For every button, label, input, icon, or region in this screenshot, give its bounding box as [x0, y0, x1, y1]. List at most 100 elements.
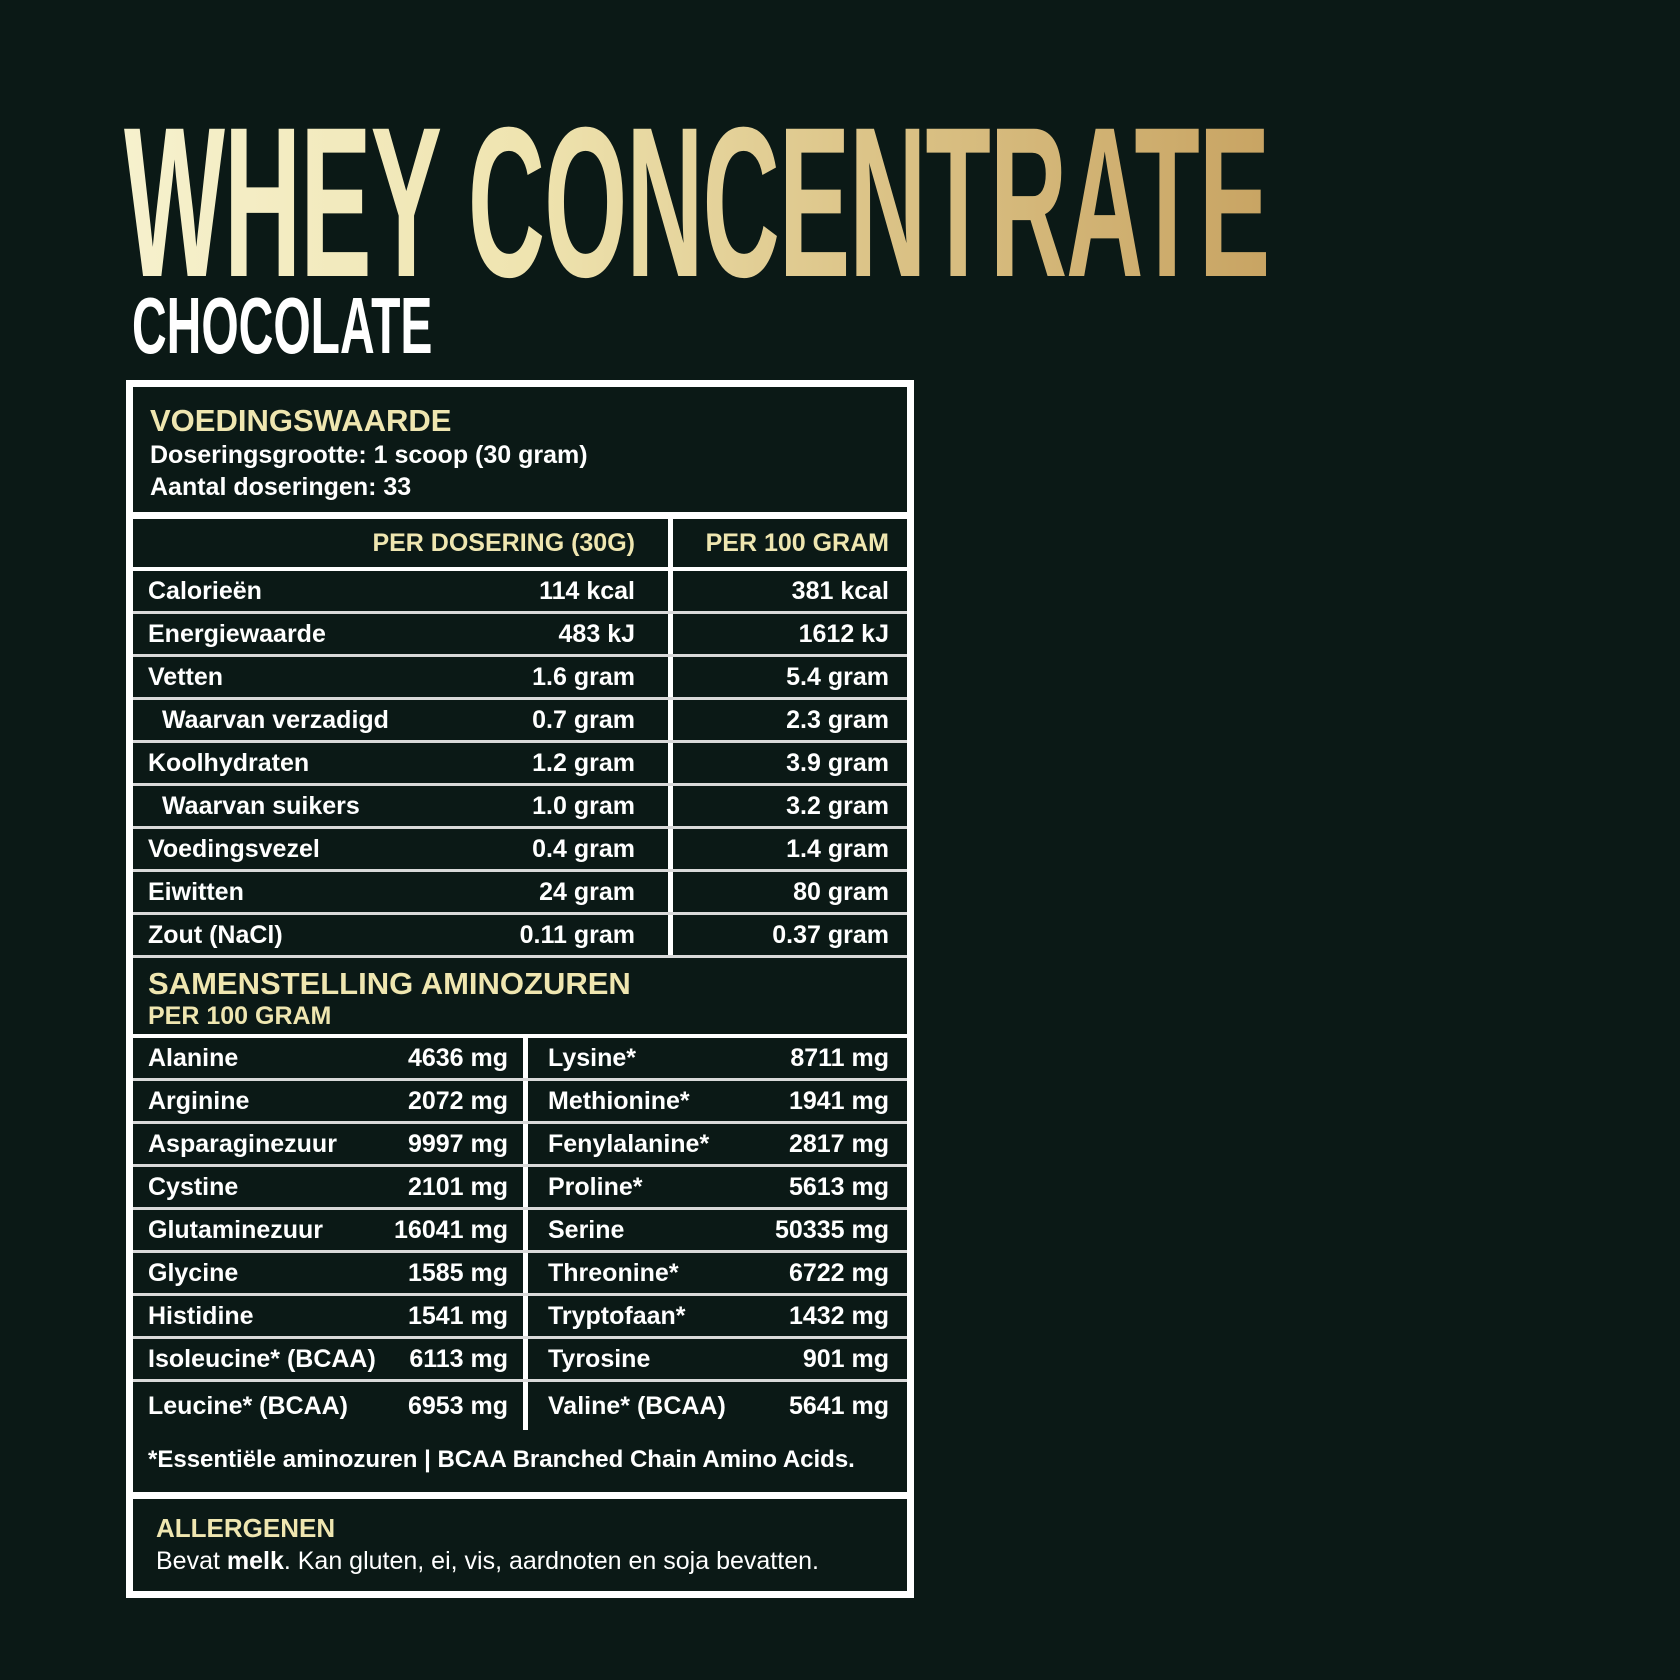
nutrient-per-100g: 0.37 gram — [772, 920, 889, 949]
amino-row: Alanine 4636 mg Lysine* 8711 mg — [133, 1038, 907, 1081]
allergens-heading: ALLERGENEN — [156, 1513, 336, 1543]
nutrition-label: VOEDINGSWAARDE Doseringsgrootte: 1 scoop… — [126, 380, 914, 1598]
amino-value: 5613 mg — [788, 1172, 889, 1201]
amino-name: Cystine — [148, 1172, 239, 1201]
column-per-100g: PER 100 GRAM — [705, 528, 889, 557]
nutrient-per-100g: 1612 kJ — [798, 619, 889, 648]
column-per-serving: PER DOSERING (30G) — [372, 528, 635, 557]
amino-value: 2101 mg — [407, 1172, 508, 1201]
nutrient-per-serving: 1.0 gram — [532, 791, 635, 820]
amino-value: 4636 mg — [407, 1043, 508, 1072]
amino-row: Arginine 2072 mg Methionine* 1941 mg — [133, 1081, 907, 1124]
amino-value: 1432 mg — [788, 1301, 889, 1330]
nutrient-label: Waarvan verzadigd — [162, 705, 389, 734]
amino-row: Cystine 2101 mg Proline* 5613 mg — [133, 1167, 907, 1210]
amino-value: 6113 mg — [409, 1344, 508, 1373]
amino-name: Proline* — [548, 1172, 643, 1201]
amino-row: Histidine 1541 mg Tryptofaan* 1432 mg — [133, 1296, 907, 1339]
nutrient-per-100g: 80 gram — [793, 877, 889, 906]
amino-value: 1585 mg — [407, 1258, 508, 1287]
nutrition-row: Zout (NaCl) 0.11 gram 0.37 gram — [133, 915, 907, 958]
amino-value: 6722 mg — [788, 1258, 889, 1287]
nutrition-row: Calorieën 114 kcal 381 kcal — [133, 571, 907, 614]
amino-value: 5641 mg — [788, 1391, 889, 1420]
nutrient-per-100g: 381 kcal — [791, 576, 889, 605]
amino-value: 9997 mg — [407, 1129, 508, 1158]
nutrient-per-serving: 1.2 gram — [532, 748, 635, 777]
nutrition-heading: VOEDINGSWAARDE — [150, 403, 452, 438]
amino-subheading: PER 100 GRAM — [148, 1002, 332, 1030]
nutrient-label: Waarvan suikers — [162, 791, 360, 820]
nutrient-per-100g: 3.9 gram — [786, 748, 889, 777]
nutrient-per-100g: 2.3 gram — [786, 705, 889, 734]
amino-value: 1541 mg — [407, 1301, 508, 1330]
amino-value: 1941 mg — [788, 1086, 889, 1115]
amino-name: Methionine* — [548, 1086, 690, 1115]
amino-name: Lysine* — [548, 1043, 637, 1072]
amino-name: Serine — [548, 1215, 625, 1244]
nutrient-per-100g: 3.2 gram — [786, 791, 889, 820]
allergens-text: Bevat melk. Kan gluten, ei, vis, aardnot… — [156, 1544, 907, 1578]
amino-name: Fenylalanine* — [548, 1129, 710, 1158]
amino-row: Glycine 1585 mg Threonine* 6722 mg — [133, 1253, 907, 1296]
amino-value: 6953 mg — [407, 1391, 508, 1420]
nutrition-row: Koolhydraten 1.2 gram 3.9 gram — [133, 743, 907, 786]
nutrition-row: Waarvan verzadigd 0.7 gram 2.3 gram — [133, 700, 907, 743]
amino-footnote: *Essentiële aminozuren | BCAA Branched C… — [133, 1430, 907, 1499]
nutrient-per-serving: 0.7 gram — [532, 705, 635, 734]
nutrient-label: Eiwitten — [148, 877, 244, 906]
amino-heading: SAMENSTELLING AMINOZUREN — [148, 966, 631, 1001]
nutrient-per-serving: 24 gram — [539, 877, 635, 906]
allergens-rest: . Kan gluten, ei, vis, aardnoten en soja… — [283, 1547, 819, 1575]
amino-value: 2817 mg — [788, 1129, 889, 1158]
nutrient-per-serving: 0.11 gram — [519, 920, 635, 949]
amino-name: Arginine — [148, 1086, 250, 1115]
nutrition-column-headers: PER DOSERING (30G) PER 100 GRAM — [133, 519, 907, 571]
nutrition-row: Eiwitten 24 gram 80 gram — [133, 872, 907, 915]
amino-header: SAMENSTELLING AMINOZUREN PER 100 GRAM — [133, 958, 907, 1038]
amino-row: Asparaginezuur 9997 mg Fenylalanine* 2817 … — [133, 1124, 907, 1167]
amino-row: Glutaminezuur 16041 mg Serine 50335 mg — [133, 1210, 907, 1253]
product-title: WHEY CONCENTRATE — [124, 83, 1270, 322]
nutrient-per-100g: 5.4 gram — [786, 662, 889, 691]
servings-count: Aantal doseringen: 33 — [150, 473, 412, 501]
amino-name: Alanine — [148, 1043, 239, 1072]
amino-name: Threonine* — [548, 1258, 679, 1287]
nutrient-per-100g: 1.4 gram — [786, 834, 889, 863]
allergens-section: ALLERGENEN Bevat melk. Kan gluten, ei, v… — [133, 1499, 907, 1591]
amino-name: Tryptofaan* — [548, 1301, 686, 1330]
amino-name: Asparaginezuur — [148, 1129, 337, 1158]
flavor-subtitle: CHOCOLATE — [132, 281, 433, 370]
amino-name: Histidine — [148, 1301, 254, 1330]
nutrient-per-serving: 483 kJ — [558, 619, 635, 648]
nutrition-row: Vetten 1.6 gram 5.4 gram — [133, 657, 907, 700]
nutrient-per-serving: 1.6 gram — [532, 662, 635, 691]
amino-value: 16041 mg — [394, 1215, 508, 1244]
amino-name: Glutaminezuur — [148, 1215, 324, 1244]
nutrient-label: Koolhydraten — [148, 748, 310, 777]
amino-name: Tyrosine — [548, 1344, 651, 1373]
serving-size: Doseringsgrootte: 1 scoop (30 gram) — [150, 441, 588, 469]
nutrient-label: Zout (NaCl) — [148, 920, 283, 949]
nutrient-per-serving: 0.4 gram — [532, 834, 635, 863]
amino-name: Isoleucine* (BCAA) — [148, 1344, 376, 1373]
nutrient-label: Energiewaarde — [148, 619, 326, 648]
nutrition-row: Energiewaarde 483 kJ 1612 kJ — [133, 614, 907, 657]
amino-value: 8711 mg — [790, 1043, 889, 1072]
nutrient-label: Vetten — [148, 662, 224, 691]
allergens-prefix: Bevat — [156, 1547, 227, 1575]
amino-name: Valine* (BCAA) — [548, 1391, 726, 1420]
amino-value: 2072 mg — [407, 1086, 508, 1115]
amino-value: 901 mg — [802, 1344, 889, 1373]
nutrient-per-serving: 114 kcal — [539, 576, 635, 605]
nutrition-row: Waarvan suikers 1.0 gram 3.2 gram — [133, 786, 907, 829]
nutrition-header: VOEDINGSWAARDE Doseringsgrootte: 1 scoop… — [133, 387, 907, 519]
amino-name: Glycine — [148, 1258, 239, 1287]
amino-value: 50335 mg — [775, 1215, 889, 1244]
allergens-milk: melk — [226, 1547, 284, 1575]
amino-name: Leucine* (BCAA) — [148, 1391, 349, 1420]
nutrient-label: Calorieën — [148, 576, 262, 605]
amino-row: Leucine* (BCAA) 6953 mg Valine* (BCAA) 564… — [133, 1382, 907, 1430]
nutrition-row: Voedingsvezel 0.4 gram 1.4 gram — [133, 829, 907, 872]
nutrient-label: Voedingsvezel — [148, 834, 320, 863]
